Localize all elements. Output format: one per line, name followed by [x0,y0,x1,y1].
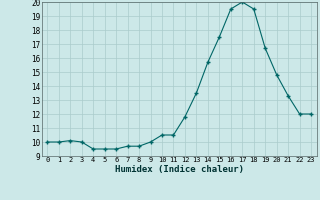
X-axis label: Humidex (Indice chaleur): Humidex (Indice chaleur) [115,165,244,174]
